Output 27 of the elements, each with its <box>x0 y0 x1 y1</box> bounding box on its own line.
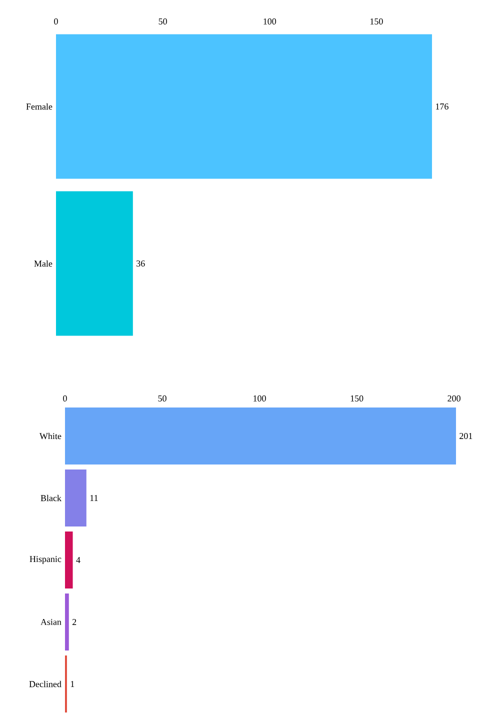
data-label: 11 <box>90 495 98 501</box>
data-label: 36 <box>136 260 145 267</box>
y-tick-label: Asian <box>40 618 62 626</box>
x-tick-label: 50 <box>158 18 167 24</box>
x-tick-label: 100 <box>264 18 276 24</box>
x-tick-label: 200 <box>448 395 460 402</box>
x-tick-label: 0 <box>54 18 58 24</box>
y-tick-label: Male <box>34 260 52 267</box>
bar <box>65 469 86 527</box>
x-tick-label: 150 <box>370 18 383 24</box>
y-tick-label: Black <box>40 494 62 502</box>
x-tick-label: 50 <box>158 395 166 402</box>
data-label: 1 <box>70 681 74 687</box>
y-tick-label: Female <box>26 103 52 110</box>
data-label: 4 <box>76 557 80 563</box>
data-label: 2 <box>72 619 76 625</box>
x-tick-label: 150 <box>350 395 364 402</box>
x-tick-label: 0 <box>63 395 67 402</box>
data-label: 201 <box>460 432 472 440</box>
y-tick-label: Hispanic <box>30 556 62 564</box>
bar <box>65 593 69 651</box>
bar <box>65 407 456 465</box>
x-tick-label: 100 <box>254 395 266 402</box>
bar <box>65 531 73 589</box>
data-label: 176 <box>436 103 448 110</box>
y-tick-label: White <box>39 432 62 440</box>
y-tick-label: Declined <box>29 680 62 688</box>
